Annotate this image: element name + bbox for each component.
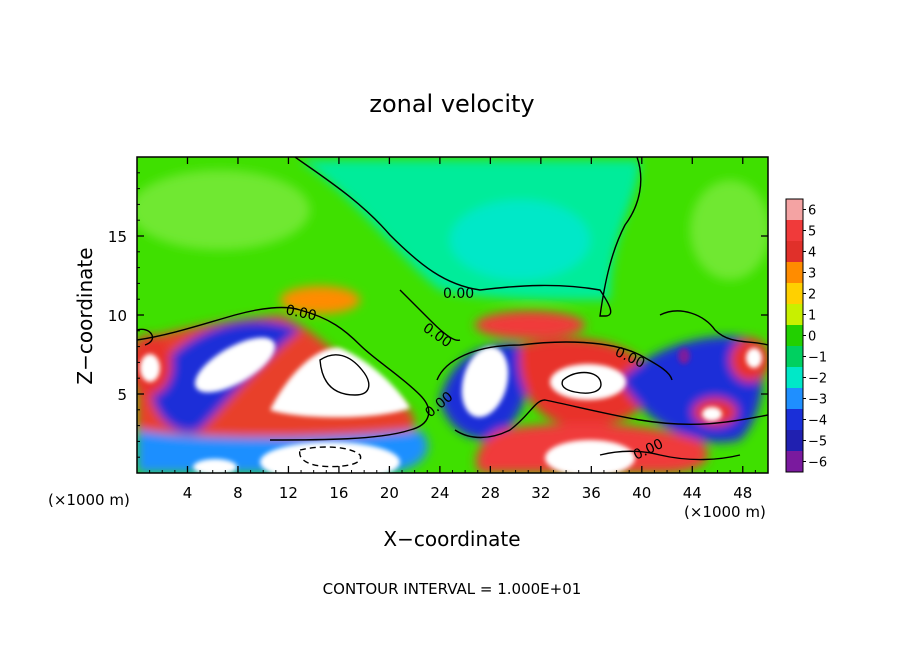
velocity-field xyxy=(137,157,768,473)
field-core xyxy=(461,346,509,418)
x-axis-title: X−coordinate xyxy=(383,527,520,551)
colorbar-swatch xyxy=(786,346,803,368)
contour-line xyxy=(294,157,642,317)
contour-line xyxy=(319,354,370,396)
x-tick-label: 40 xyxy=(632,484,651,502)
field-core xyxy=(702,407,722,421)
field-core xyxy=(193,459,237,473)
y-tick-label: 5 xyxy=(117,386,127,404)
x-unit-right: (×1000 m) xyxy=(684,503,766,521)
field-core xyxy=(746,348,762,368)
colorbar-tick-label: −4 xyxy=(808,414,827,429)
contour-line xyxy=(599,450,741,461)
colorbar-swatch xyxy=(786,199,803,221)
contour-line xyxy=(298,446,362,468)
colorbar-swatch xyxy=(786,409,803,431)
field-core xyxy=(140,354,160,382)
x-axis: 4 8 12 16 20 24 28 32 36 40 44 48 xyxy=(149,157,756,502)
y-tick-label: 15 xyxy=(108,228,127,246)
colorbar-tick-label: −3 xyxy=(808,393,827,408)
contour-line xyxy=(659,310,768,346)
field-core xyxy=(270,347,410,418)
colorbar-tick-label: 3 xyxy=(808,267,816,282)
field-core xyxy=(195,337,275,393)
chart-title: zonal velocity xyxy=(369,90,534,118)
field-core xyxy=(260,442,400,473)
field-patch xyxy=(280,286,360,314)
colorbar-swatch xyxy=(786,325,803,347)
colorbar-swatch xyxy=(786,220,803,242)
colorbar-swatch xyxy=(786,283,803,305)
x-tick-label: 4 xyxy=(183,484,193,502)
contour-line xyxy=(137,306,430,441)
colorbar-tick-label: −2 xyxy=(808,372,827,387)
colorbar-swatch xyxy=(786,430,803,452)
colorbar-tick-label: −5 xyxy=(808,435,827,450)
field-patch xyxy=(450,200,590,280)
colorbar-swatch xyxy=(786,367,803,389)
colorbar: 6 5 4 3 2 1 0 −1 −2 −3 −4 −5 −6 xyxy=(785,198,827,473)
field-patch xyxy=(690,180,768,280)
x-tick-label: 20 xyxy=(380,484,399,502)
x-tick-label: 48 xyxy=(733,484,752,502)
field-patch xyxy=(137,170,310,250)
contour-label: 0.00 xyxy=(443,286,474,302)
y-tick-label: 10 xyxy=(108,307,127,325)
x-tick-label: 36 xyxy=(582,484,601,502)
colorbar-tick-label: 1 xyxy=(808,309,816,324)
x-tick-label: 32 xyxy=(531,484,550,502)
contour-line xyxy=(137,328,154,346)
contour-line xyxy=(399,289,461,342)
x-tick-label: 12 xyxy=(279,484,298,502)
colorbar-swatch xyxy=(786,388,803,410)
y-axis-title: Z−coordinate xyxy=(73,247,97,384)
contour-line xyxy=(454,399,768,439)
field-core xyxy=(678,348,690,364)
colorbar-tick-label: −1 xyxy=(808,351,827,366)
x-tick-label: 16 xyxy=(329,484,348,502)
contour-line xyxy=(436,341,673,381)
colorbar-tick-label: 4 xyxy=(808,246,816,261)
colorbar-swatch xyxy=(786,304,803,326)
colorbar-tick-label: 2 xyxy=(808,288,816,303)
contour-line xyxy=(561,371,602,394)
x-tick-label: 44 xyxy=(683,484,702,502)
colorbar-tick-label: 6 xyxy=(808,204,816,219)
x-tick-label: 24 xyxy=(430,484,449,502)
x-tick-label: 28 xyxy=(481,484,500,502)
field-core xyxy=(550,364,626,400)
contour-label: 0.00 xyxy=(284,302,318,324)
colorbar-tick-label: 0 xyxy=(808,330,816,345)
colorbar-swatch xyxy=(786,451,803,473)
colorbar-swatch xyxy=(786,262,803,284)
zero-contours xyxy=(137,157,768,468)
contour-interval-note: CONTOUR INTERVAL = 1.000E+01 xyxy=(323,580,582,598)
field-core xyxy=(545,440,635,473)
x-tick-label: 8 xyxy=(233,484,243,502)
colorbar-swatch xyxy=(786,241,803,263)
colorbar-tick-label: −6 xyxy=(808,456,827,471)
y-axis: 5 10 15 xyxy=(108,172,768,458)
colorbar-tick-label: 5 xyxy=(808,225,816,240)
field-patch xyxy=(475,311,585,339)
x-unit-left: (×1000 m) xyxy=(48,491,130,509)
